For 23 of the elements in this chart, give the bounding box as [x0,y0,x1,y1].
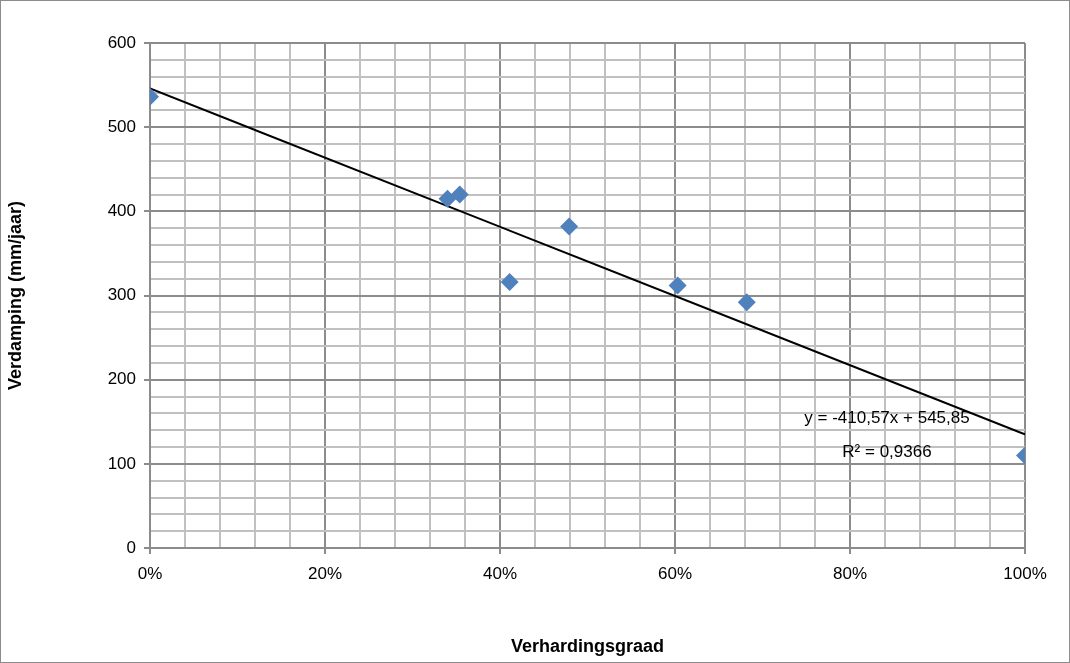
x-tick-label: 40% [482,563,518,583]
annotation: y = -410,57x + 545,85 [804,407,970,427]
x-tick-label: 0% [137,563,163,583]
point [500,273,519,292]
annotation: R² = 0,9366 [842,441,932,461]
x-axis-title: Verhardingsgraad [510,636,665,657]
point [438,189,457,208]
x-tick-label: 80% [832,563,868,583]
x-tick-label: 60% [657,563,693,583]
y-tick-label: 100 [107,453,136,473]
y-tick-label: 500 [107,116,136,136]
point [450,185,469,204]
y-axis-title: Verdamping (mm/jaar) [4,200,25,391]
y-tick-label: 200 [107,369,136,389]
y-tick-label: 300 [107,285,136,305]
y-tick-label: 0 [126,537,136,557]
y-tick-label: 600 [107,32,136,52]
point [560,217,579,236]
x-tick-label: 100% [1003,563,1047,583]
point [668,276,687,295]
point [737,293,756,312]
y-tick-label: 400 [107,201,136,221]
x-tick-label: 20% [307,563,343,583]
